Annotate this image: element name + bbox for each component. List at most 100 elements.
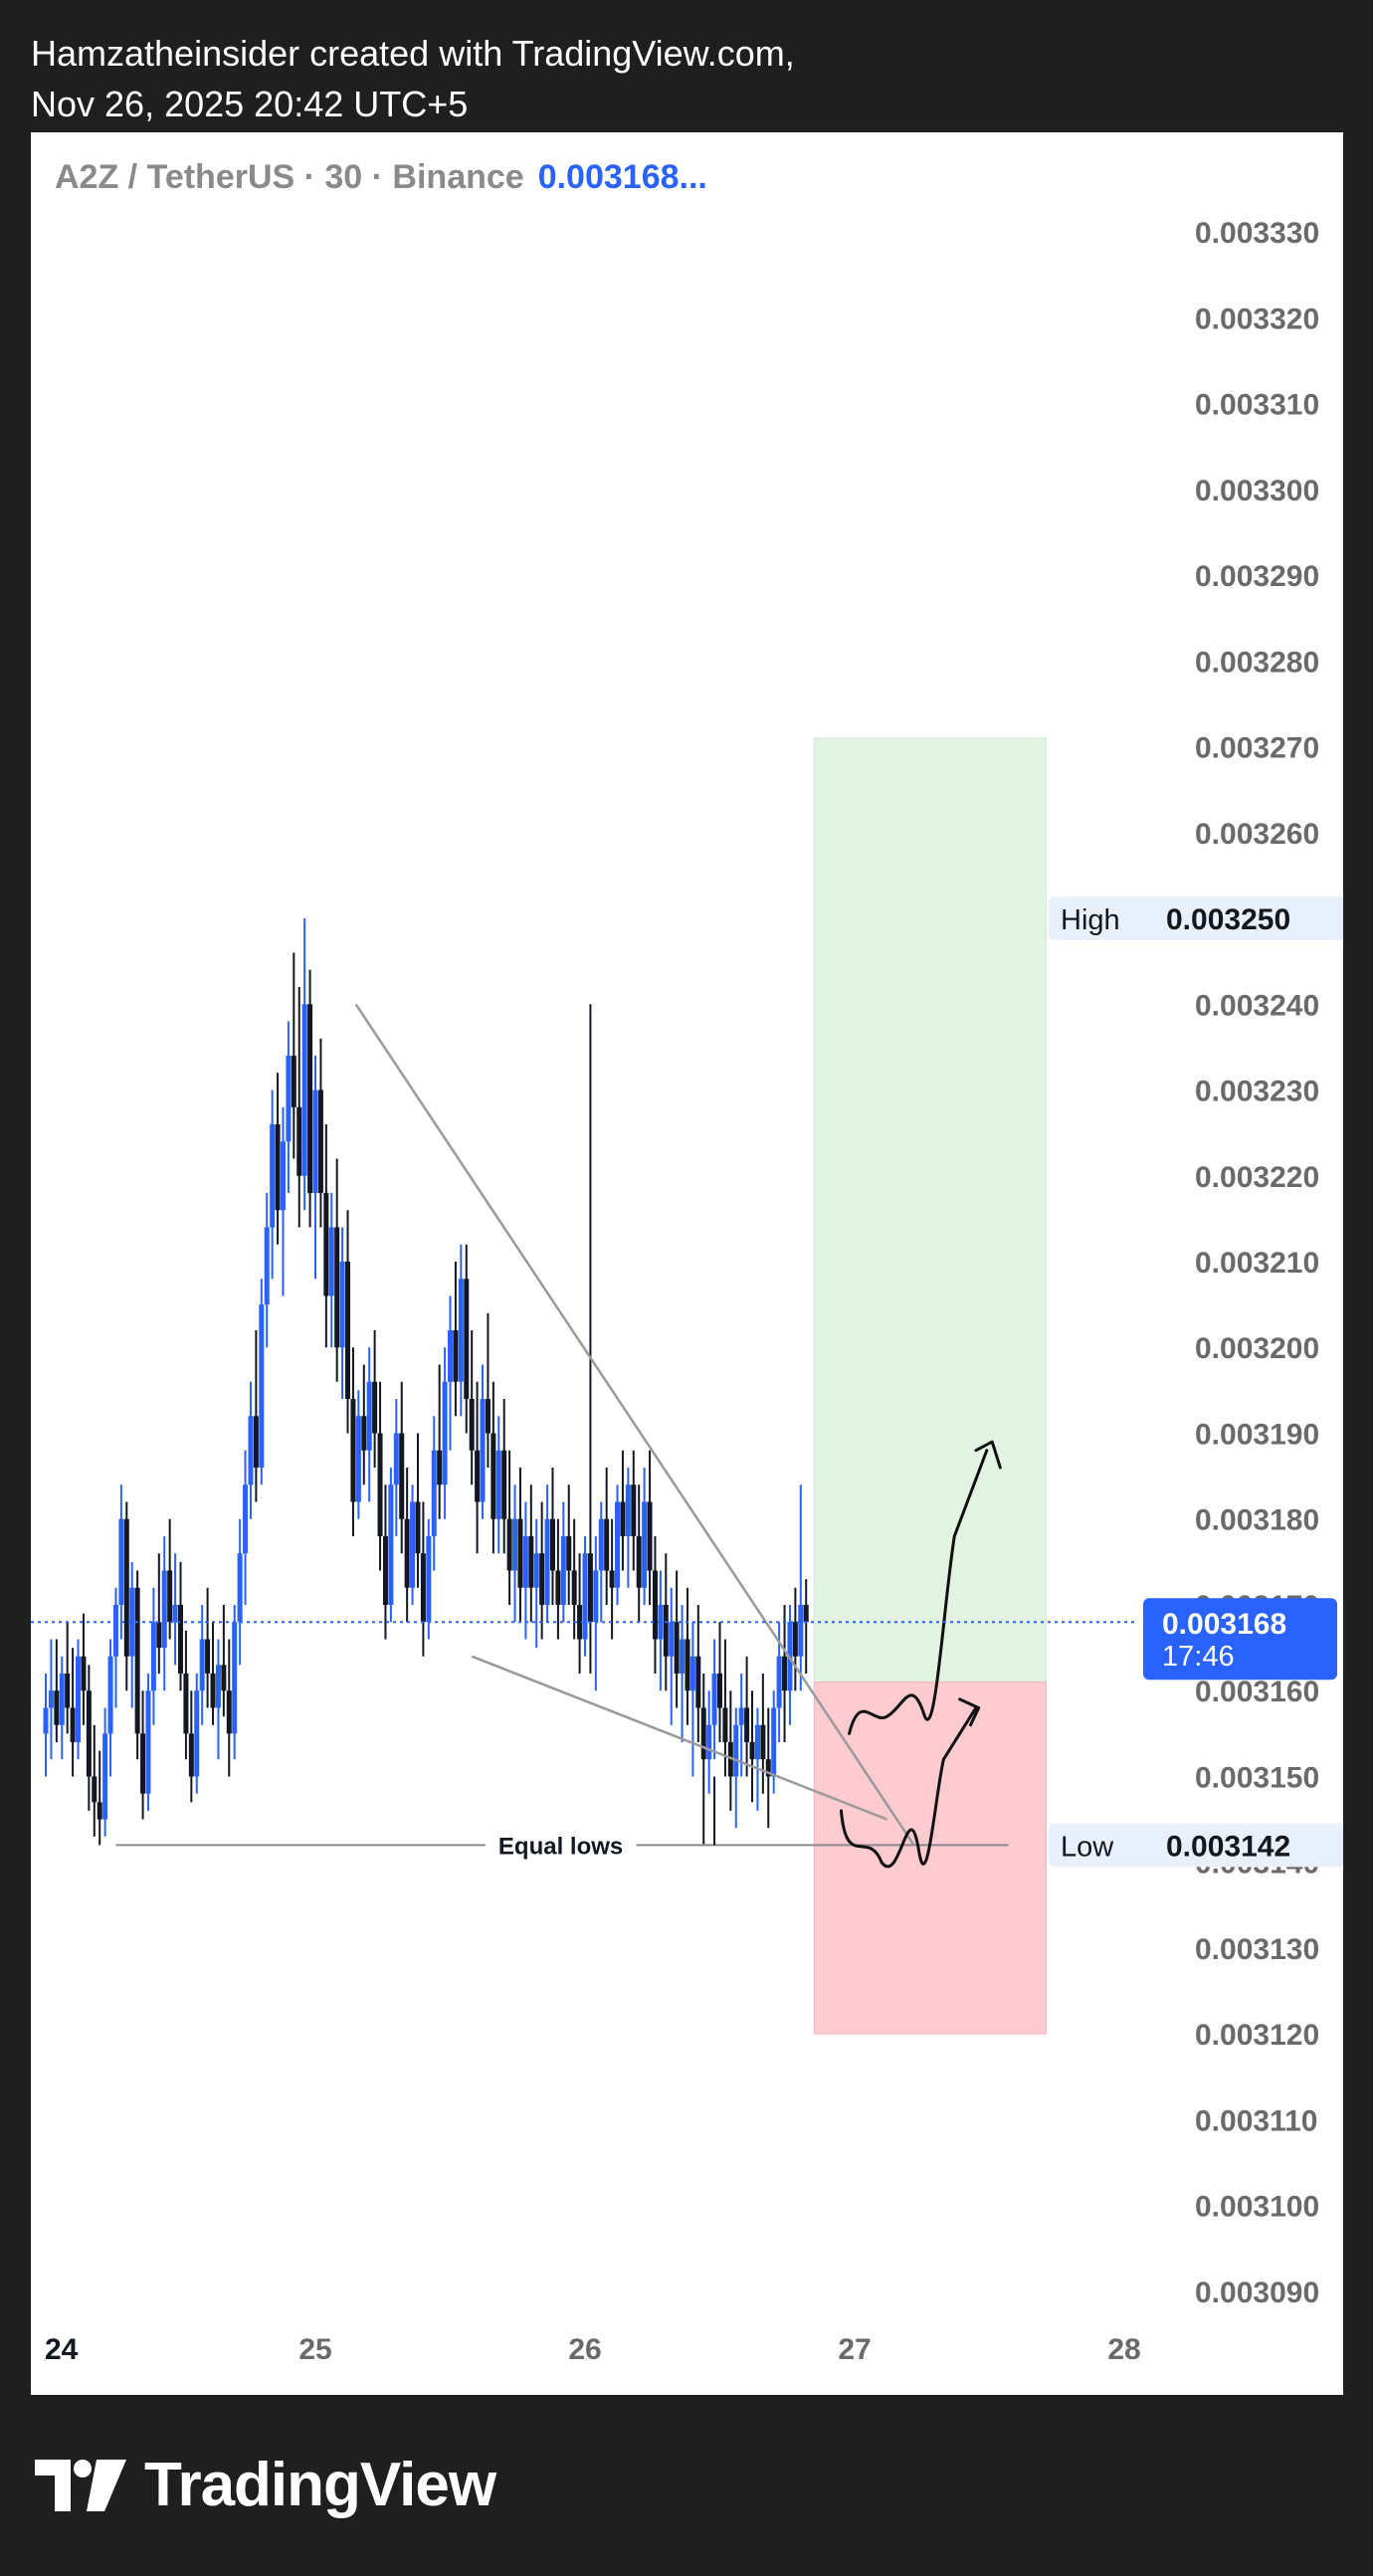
candle-body bbox=[717, 1673, 722, 1708]
candle-body bbox=[280, 1141, 286, 1211]
low-marker-label: Low bbox=[1061, 1831, 1114, 1863]
candle-body bbox=[65, 1673, 71, 1708]
candle-body bbox=[210, 1673, 216, 1708]
candle-body bbox=[663, 1604, 669, 1657]
candle-body bbox=[458, 1279, 464, 1382]
candle-body bbox=[112, 1604, 118, 1657]
candle-body bbox=[636, 1535, 642, 1588]
candle-body bbox=[517, 1518, 523, 1588]
candle-body bbox=[706, 1724, 712, 1760]
candle-body bbox=[334, 1227, 340, 1348]
candle-body bbox=[555, 1570, 561, 1605]
candle-body bbox=[264, 1227, 270, 1305]
candle-body bbox=[43, 1707, 49, 1734]
candle-body bbox=[76, 1656, 82, 1742]
candle-body bbox=[475, 1450, 481, 1502]
candle-body bbox=[571, 1570, 577, 1605]
wedge-lower-line bbox=[471, 1655, 887, 1821]
candle-body bbox=[647, 1501, 653, 1571]
candle-body bbox=[533, 1553, 539, 1588]
candle-body bbox=[464, 1279, 470, 1399]
brand-name: TradingView bbox=[144, 2451, 496, 2519]
candle-body bbox=[232, 1622, 238, 1734]
candle-body bbox=[410, 1501, 416, 1588]
y-tick-label: 0.003330 bbox=[1195, 217, 1319, 250]
candle-body bbox=[150, 1622, 156, 1691]
candle-body bbox=[253, 1416, 259, 1468]
candle-body bbox=[560, 1535, 566, 1605]
candle-body bbox=[86, 1690, 92, 1777]
candle-body bbox=[593, 1570, 599, 1623]
candle-body bbox=[145, 1690, 151, 1794]
x-tick-label: 26 bbox=[568, 2333, 601, 2366]
candle-body bbox=[388, 1485, 394, 1605]
candle-body bbox=[522, 1535, 528, 1588]
candle-body bbox=[738, 1707, 744, 1725]
candle-body bbox=[453, 1329, 459, 1382]
candle-body bbox=[70, 1707, 76, 1742]
candle-body bbox=[727, 1741, 733, 1777]
tradingview-logo-icon bbox=[35, 2459, 126, 2511]
candlestick-chart[interactable]: Equal lows 0.003330 0.003320 0.003310 0.0033… bbox=[31, 132, 1343, 2395]
candle-body bbox=[48, 1690, 54, 1708]
chart-panel[interactable]: Equal lows 0.003330 0.003320 0.003310 0.0033… bbox=[31, 132, 1343, 2395]
candle-body bbox=[582, 1553, 588, 1640]
y-tick-label: 0.003180 bbox=[1195, 1504, 1319, 1537]
chart-attribution: Hamzatheinsider created with TradingView… bbox=[31, 28, 795, 129]
candle-body bbox=[744, 1707, 750, 1742]
drawn-path-lower bbox=[839, 1705, 978, 1869]
candle-body bbox=[566, 1535, 572, 1571]
x-tick-label: 25 bbox=[298, 2333, 331, 2366]
candle-body bbox=[270, 1124, 276, 1228]
candle-body bbox=[528, 1535, 534, 1588]
candle-body bbox=[680, 1639, 686, 1674]
candle-body bbox=[97, 1802, 102, 1820]
y-tick-label: 0.003260 bbox=[1195, 818, 1319, 851]
candle-body bbox=[598, 1518, 604, 1571]
candle-body bbox=[188, 1733, 194, 1777]
candle-body bbox=[81, 1656, 87, 1691]
candle-body bbox=[291, 1056, 296, 1107]
y-tick-label: 0.003190 bbox=[1195, 1418, 1319, 1451]
candle-body bbox=[237, 1553, 243, 1623]
high-marker-value: 0.003250 bbox=[1166, 903, 1290, 936]
candle-body bbox=[674, 1622, 680, 1674]
candle-body bbox=[140, 1733, 146, 1794]
target-zone bbox=[813, 737, 1047, 1684]
candle-body bbox=[442, 1381, 448, 1486]
candle-body bbox=[156, 1622, 162, 1649]
candle-body bbox=[754, 1724, 760, 1760]
candle-body bbox=[404, 1518, 410, 1588]
candle-body bbox=[631, 1485, 637, 1536]
candle-body bbox=[172, 1604, 178, 1623]
y-tick-label: 0.003150 bbox=[1195, 1761, 1319, 1794]
candle-body bbox=[437, 1450, 443, 1486]
y-tick-label: 0.003240 bbox=[1195, 989, 1319, 1022]
drawn-arrowhead-upper bbox=[974, 1440, 1002, 1470]
candle-body bbox=[506, 1518, 512, 1571]
candle-body bbox=[771, 1707, 777, 1777]
candle-body bbox=[485, 1398, 490, 1434]
candle-body bbox=[448, 1329, 453, 1382]
drawn-arrowhead-lower bbox=[958, 1697, 981, 1727]
candle-body bbox=[59, 1673, 65, 1725]
candle-body bbox=[161, 1570, 167, 1649]
candle-body bbox=[134, 1587, 140, 1734]
candle-body bbox=[259, 1304, 265, 1468]
y-tick-label: 0.003220 bbox=[1195, 1161, 1319, 1194]
candle-body bbox=[765, 1759, 771, 1777]
y-tick-label: 0.003290 bbox=[1195, 560, 1319, 593]
symbol-legend: A2Z / TetherUS · 30 · Binance 0.003168... bbox=[55, 158, 707, 197]
y-tick-label: 0.003230 bbox=[1195, 1076, 1319, 1108]
high-marker-bg bbox=[1049, 896, 1343, 941]
candle-body bbox=[366, 1381, 372, 1451]
candle-body bbox=[243, 1485, 249, 1554]
candle-body bbox=[377, 1433, 383, 1536]
low-marker-value: 0.003142 bbox=[1166, 1830, 1290, 1863]
candle-body bbox=[221, 1665, 227, 1691]
x-tick-label: 24 bbox=[45, 2333, 79, 2366]
candle-body bbox=[215, 1665, 221, 1708]
candle-body bbox=[226, 1690, 232, 1734]
high-marker-label: High bbox=[1061, 904, 1120, 936]
candle-body bbox=[495, 1450, 501, 1519]
